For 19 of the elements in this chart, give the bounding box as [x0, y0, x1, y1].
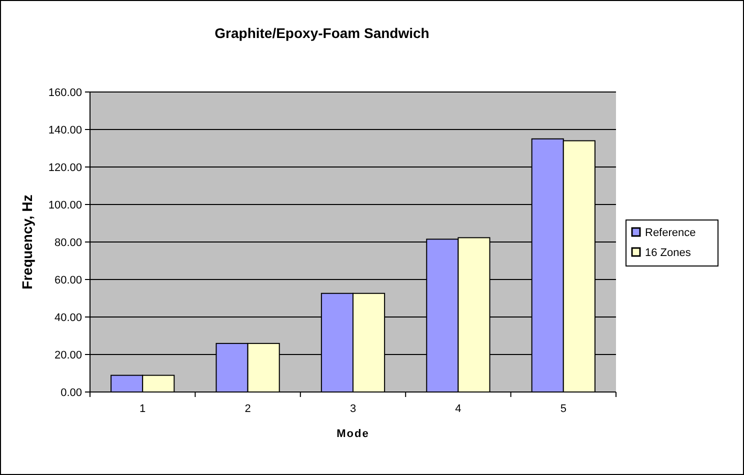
y-tick-label: 80.00	[54, 236, 82, 249]
y-tick-label: 140.00	[48, 124, 82, 136]
x-tick-label: 3	[350, 403, 356, 415]
y-tick-label: 100.00	[48, 199, 82, 212]
x-axis-title: Mode	[336, 428, 370, 440]
x-tick-label: 4	[455, 403, 462, 415]
y-tick-label: 0.00	[60, 386, 82, 399]
y-tick-label: 120.00	[48, 162, 82, 174]
legend-label: Reference	[645, 226, 696, 239]
chart-title: Graphite/Epoxy-Foam Sandwich	[214, 25, 430, 41]
y-tick-label: 60.00	[54, 274, 82, 286]
x-tick-label: 2	[244, 403, 251, 415]
y-tick-label: 40.00	[54, 312, 82, 324]
y-tick-label: 160.00	[48, 86, 82, 99]
legend-label: 16 Zones	[645, 246, 692, 259]
x-tick-label: 5	[560, 403, 566, 415]
x-tick-label: 1	[140, 403, 146, 415]
y-axis-title: Frequency, Hz	[19, 194, 35, 290]
y-tick-label: 20.00	[54, 349, 82, 362]
